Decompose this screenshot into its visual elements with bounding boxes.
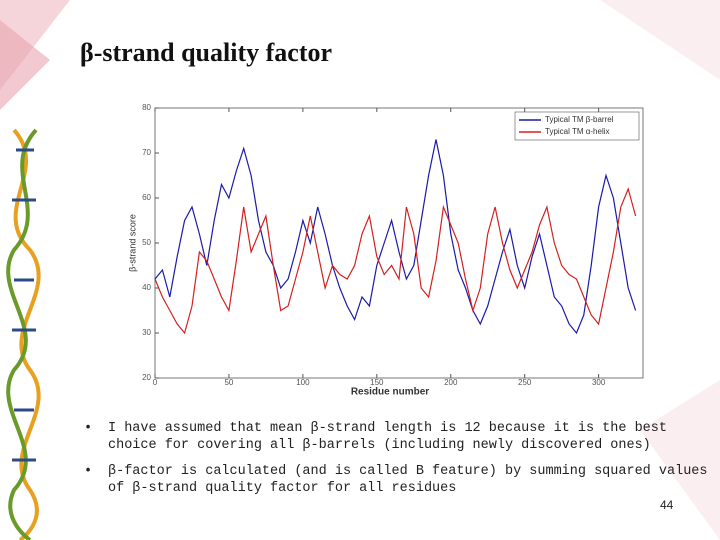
- x-tick-label: 300: [592, 378, 606, 387]
- x-tick-label: 250: [518, 378, 532, 387]
- y-tick-label: 50: [142, 238, 151, 247]
- bullet: I have assumed that mean β-strand length…: [84, 420, 720, 454]
- x-tick-label: 200: [444, 378, 458, 387]
- legend-box: [514, 111, 640, 141]
- x-tick-label: 150: [370, 378, 384, 387]
- legend-label: Typical TM β-barrel: [545, 115, 614, 124]
- y-tick-label: 20: [142, 373, 151, 382]
- y-axis-label: β-strand score: [127, 214, 137, 272]
- slide-title: β-strand quality factor: [80, 38, 333, 67]
- legend-label: Typical TM α-helix: [545, 127, 610, 136]
- x-tick-label: 100: [296, 378, 310, 387]
- y-tick-label: 40: [142, 283, 151, 292]
- page-number: 44: [660, 498, 674, 512]
- y-tick-label: 30: [142, 328, 151, 337]
- series-line: [154, 187, 637, 335]
- x-axis-label: Residue number: [351, 387, 429, 398]
- y-tick-label: 60: [142, 193, 151, 202]
- y-tick-label: 70: [142, 148, 151, 157]
- bullet: β-factor is calculated (and is called B …: [84, 463, 720, 497]
- chart-area: [138, 98, 646, 398]
- x-tick-label: 50: [224, 378, 233, 387]
- y-tick-label: 80: [142, 103, 151, 112]
- x-tick-label: 0: [153, 378, 158, 387]
- series-line: [154, 139, 637, 335]
